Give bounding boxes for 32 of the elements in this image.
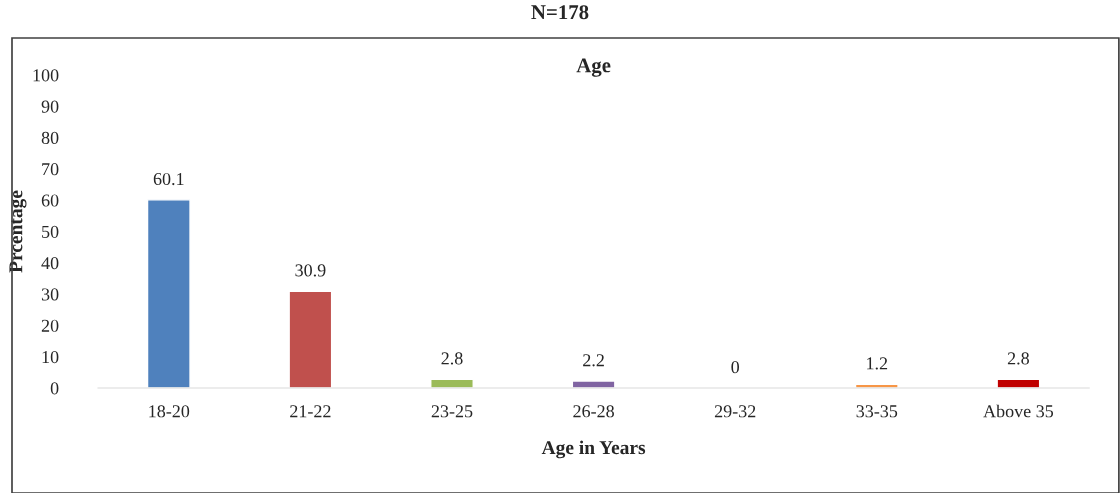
x-tick-label: Above 35 [983, 404, 1054, 418]
x-tick-label: 33-35 [856, 405, 898, 418]
text: N=178 [531, 5, 589, 20]
x-tick-label: 26-28 [573, 405, 614, 418]
y-axis-title: Prcentage [9, 190, 27, 273]
bar [146, 199, 191, 388]
chart-title: Age [576, 58, 611, 77]
y-tick-label: 10 [42, 350, 59, 364]
y-tick-label: 40 [41, 257, 59, 270]
y-tick-label: 0 [50, 382, 59, 395]
x-axis-title: Age in Years [541, 440, 646, 459]
bar [571, 380, 616, 388]
y-tick-label: 80 [41, 131, 59, 144]
y-tick-label: 90 [41, 100, 59, 113]
data-label: 2.2 [583, 354, 604, 367]
data-label: 2.8 [441, 352, 463, 365]
x-tick-label: 18-20 [149, 405, 190, 418]
data-label: 60.1 [153, 172, 184, 186]
data-label: 0 [731, 361, 740, 374]
y-tick-label: 20 [41, 319, 59, 332]
y-tick-label: 30 [41, 288, 59, 301]
data-label: 30.9 [295, 264, 326, 277]
x-tick-label: 23-25 [431, 405, 473, 418]
y-tick-label: 50 [42, 225, 59, 238]
y-tick-label: 100 [33, 69, 59, 82]
y-tick-label: 70 [42, 163, 59, 176]
x-tick-label: 29-32 [714, 405, 756, 418]
y-tick-label: 60 [41, 194, 59, 207]
x-tick-label: 21-22 [290, 405, 331, 418]
data-label: 1.2 [867, 357, 888, 370]
bar [288, 290, 333, 388]
data-label: 2.8 [1007, 352, 1029, 365]
